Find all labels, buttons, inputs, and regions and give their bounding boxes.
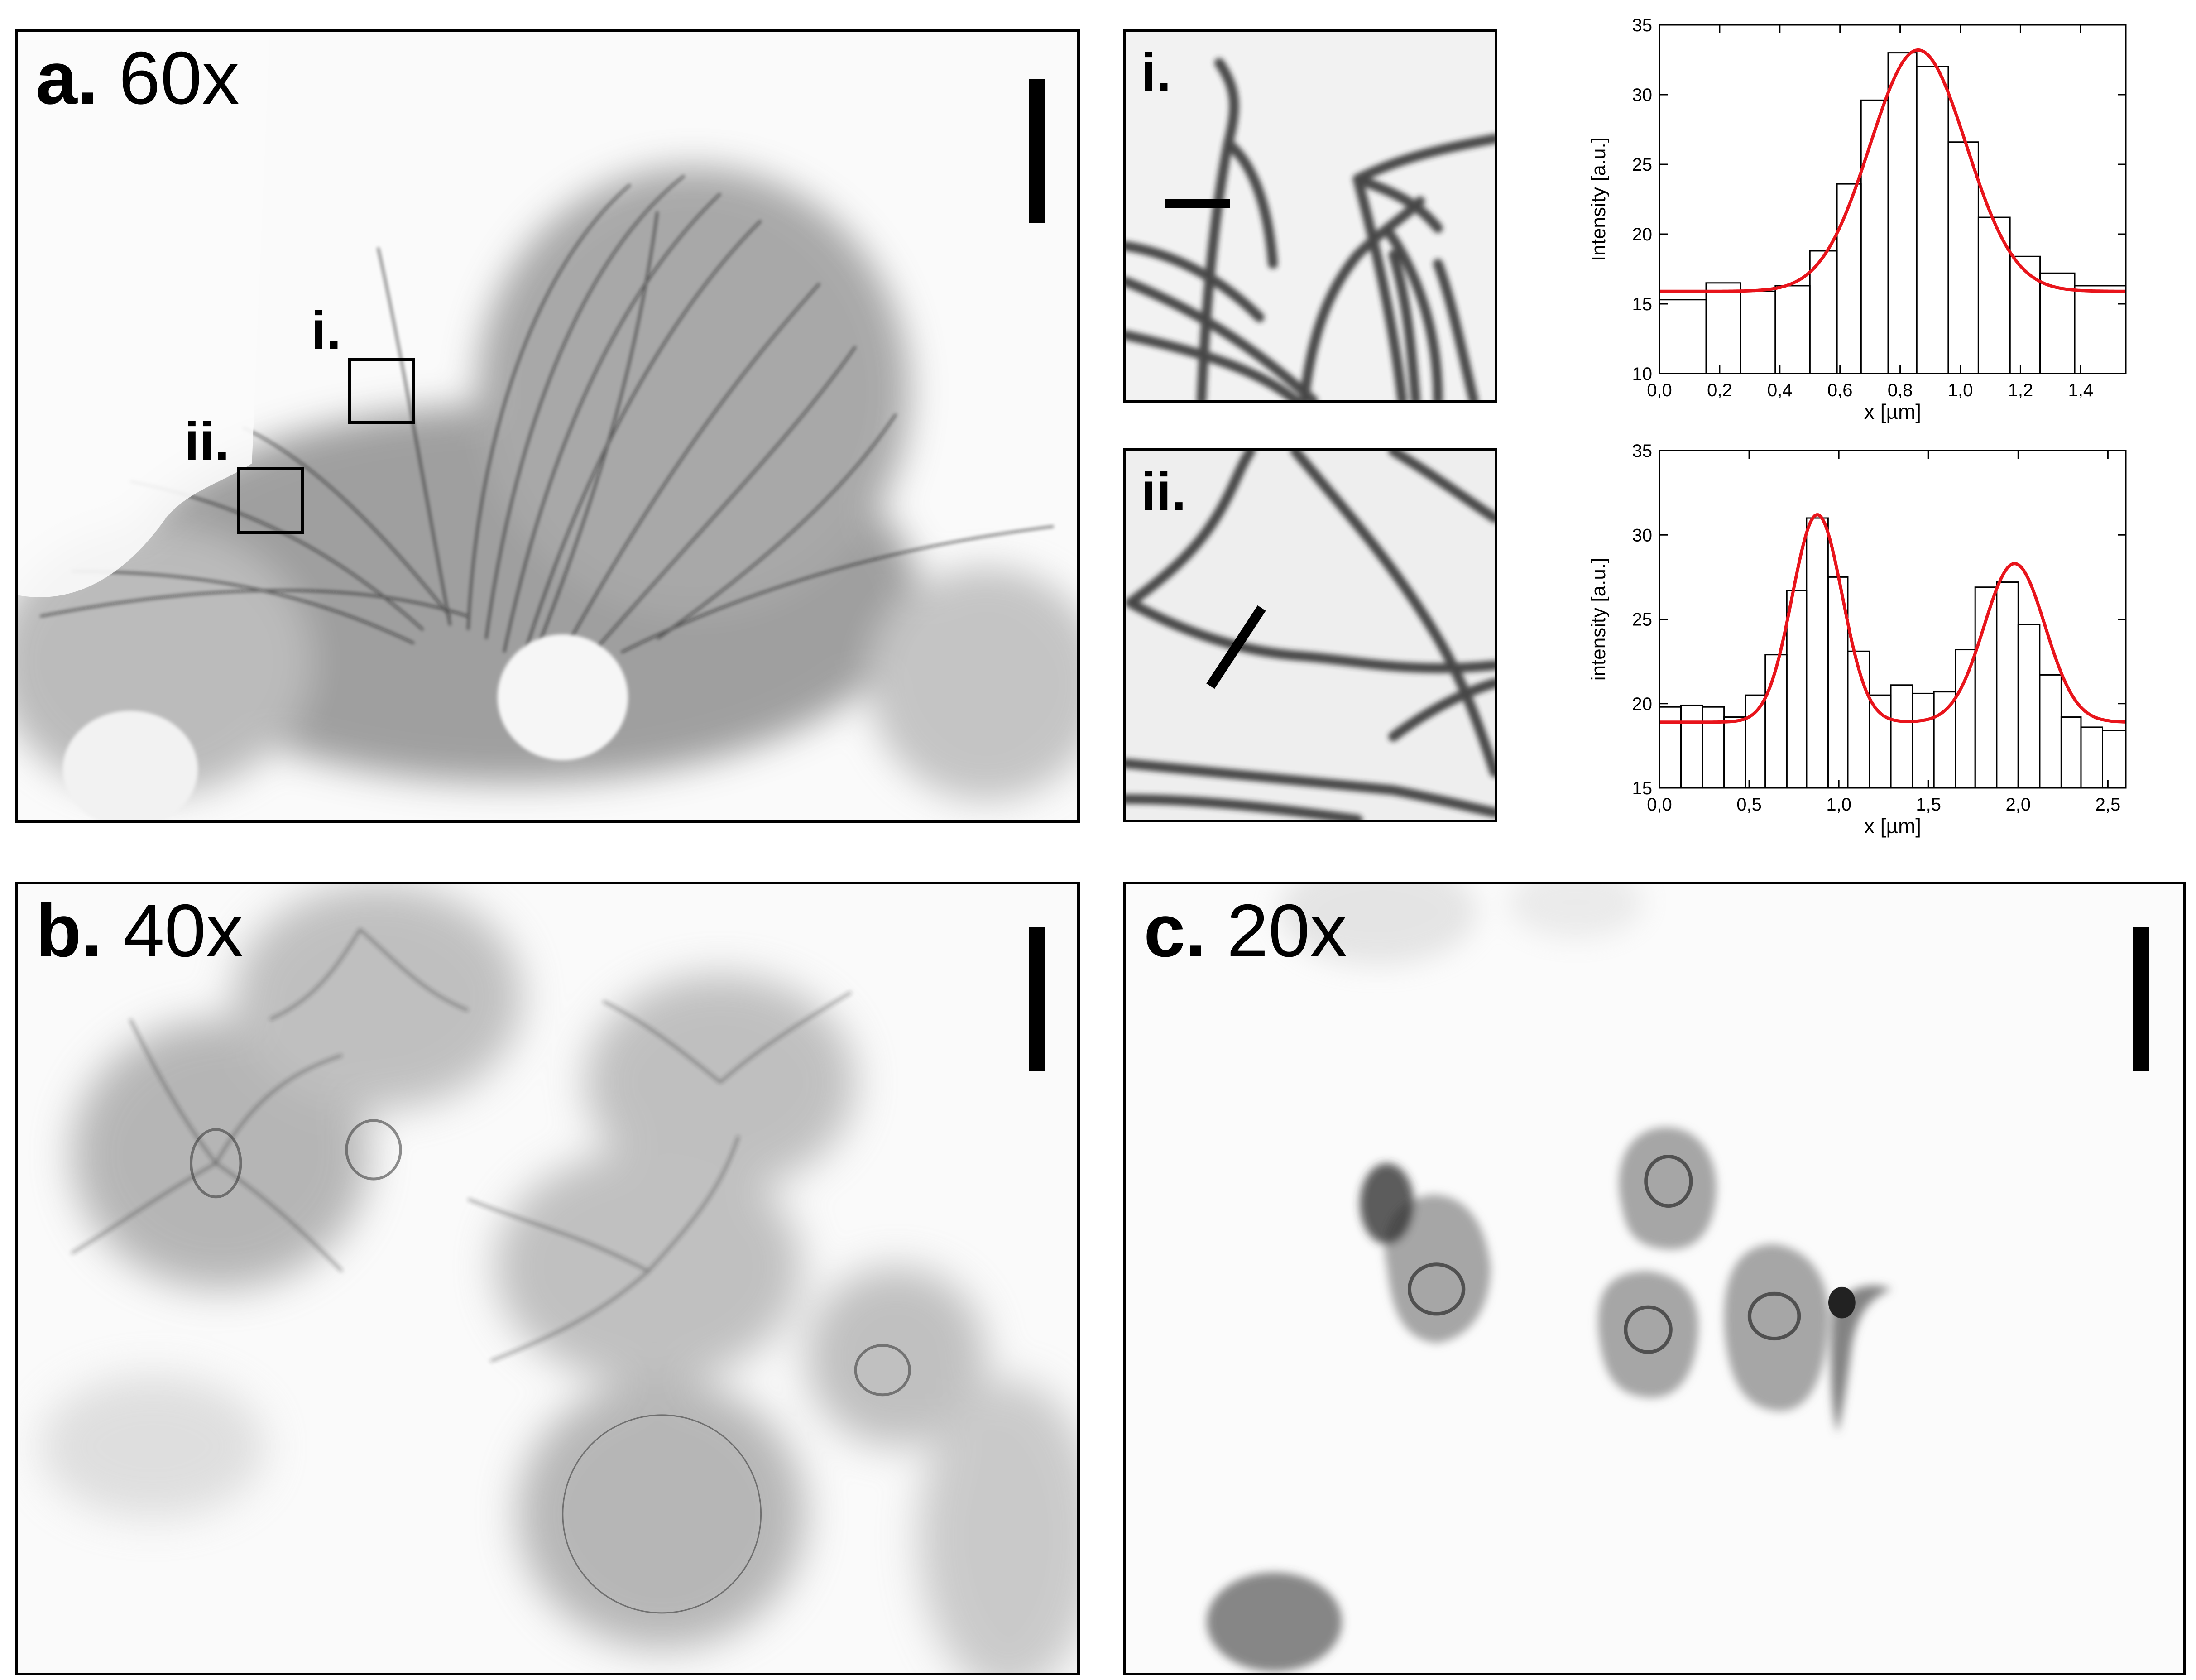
histogram-bar <box>2039 674 2062 789</box>
y-tick-label: 20 <box>1632 694 1653 714</box>
x-tick-label: 1,0 <box>1826 795 1851 815</box>
gaussian-fit-line <box>1659 513 2126 724</box>
x-tick-label: 0,6 <box>1827 380 1853 400</box>
roi-box-ii <box>237 467 304 534</box>
panel-a-image <box>18 32 1077 820</box>
histogram-bar <box>1806 517 1829 789</box>
panel-a-micrograph: a. 60x i. ii. <box>15 29 1080 823</box>
intensity-profile-chart-ii: 15 20 25 30 35 0,0 0,5 1,0 1,5 2,0 2,5 x [µm] intens… <box>1587 444 2127 838</box>
histogram-bar <box>1705 282 1741 374</box>
panel-b-magnification: 40x <box>123 889 244 972</box>
inset-i-image <box>1126 32 1495 400</box>
y-tick-label: 15 <box>1632 294 1653 314</box>
y-tick-label: 10 <box>1632 364 1653 384</box>
panel-a-scale-bar <box>1029 79 1045 223</box>
inset-i-label: i. <box>1141 42 1171 103</box>
histogram-bar <box>1774 285 1811 374</box>
histogram-bar <box>1680 704 1703 789</box>
panel-c-letter: c. <box>1144 889 1206 972</box>
histogram-bar <box>1996 581 2019 789</box>
x-tick-label: 0,8 <box>1888 380 1913 400</box>
panel-b-scale-bar <box>1029 927 1045 1071</box>
x-tick-label: 1,5 <box>1916 795 1941 815</box>
panel-b-label: b. 40x <box>36 893 244 968</box>
histogram-bar <box>1955 649 1976 789</box>
y-tick-label: 30 <box>1632 525 1653 545</box>
x-tick-label: 1,4 <box>2068 380 2094 400</box>
y-tick-label: 35 <box>1632 15 1653 35</box>
histogram-bar <box>1723 716 1746 789</box>
histogram-bar <box>1912 692 1935 789</box>
histogram-bar <box>1659 706 1682 789</box>
histogram-bar <box>2074 285 2127 374</box>
y-tick-label: 25 <box>1632 610 1653 630</box>
y-axis-label: Intensity [a.u.] <box>1587 137 1610 261</box>
x-tick-label: 0,5 <box>1736 795 1762 815</box>
histogram-bar <box>2009 255 2041 374</box>
y-tick-label: 35 <box>1632 444 1653 461</box>
panel-a-magnification: 60x <box>119 36 240 120</box>
histogram-bar <box>1836 183 1862 374</box>
y-tick-label: 25 <box>1632 155 1653 175</box>
x-tick-label: 0,0 <box>1647 795 1672 815</box>
panel-a-letter: a. <box>36 36 98 120</box>
x-axis-label: x [µm] <box>1864 400 1921 423</box>
histogram-bar <box>2102 730 2127 789</box>
x-tick-label: 0,0 <box>1647 380 1672 400</box>
plot-frame <box>1659 450 2127 789</box>
gaussian-fit-line <box>1659 48 2126 293</box>
x-tick-label: 0,2 <box>1707 380 1732 400</box>
x-tick-label: 1,2 <box>2008 380 2033 400</box>
plot-frame <box>1659 24 2127 374</box>
inset-ii-micrograph: ii. <box>1123 448 1497 822</box>
histogram-bar <box>1745 694 1766 789</box>
histogram-bar <box>1860 99 1889 374</box>
panel-a-label: a. 60x <box>36 41 239 115</box>
y-axis-label: intensity [a.u.] <box>1587 558 1610 681</box>
histogram-bar <box>1933 691 1956 789</box>
y-tick-label: 30 <box>1632 85 1653 105</box>
histogram-bar <box>1869 694 1892 789</box>
inset-i-scale-bar <box>1165 199 1230 208</box>
panel-c-label: c. 20x <box>1144 893 1347 968</box>
histogram-bar <box>1740 290 1776 374</box>
histogram-bar <box>2017 624 2041 789</box>
histogram-bar <box>1916 66 1949 374</box>
histogram-bar <box>1947 141 1979 374</box>
inset-ii-line-profile <box>1206 605 1266 689</box>
panel-c-magnification: 20x <box>1227 889 1347 972</box>
x-tick-label: 2,5 <box>2095 795 2121 815</box>
histogram-bar <box>2080 726 2104 789</box>
x-tick-label: 0,4 <box>1767 380 1793 400</box>
y-tick-label: 20 <box>1632 225 1653 245</box>
inset-ii-image <box>1126 451 1495 820</box>
histogram-bar <box>1702 706 1725 789</box>
panel-b-image <box>18 884 1077 1673</box>
histogram-bar <box>1977 216 2011 374</box>
histogram-bar <box>2060 716 2082 789</box>
panel-c-image <box>1126 884 2183 1673</box>
panel-b-letter: b. <box>36 889 102 972</box>
histogram-bar <box>1786 590 1808 789</box>
histogram-bar <box>1890 684 1913 789</box>
histogram-bar <box>1887 52 1918 374</box>
panel-b-micrograph: b. 40x <box>15 882 1080 1675</box>
y-tick-label: 15 <box>1632 778 1653 798</box>
x-tick-label: 2,0 <box>2006 795 2031 815</box>
intensity-profile-chart-i: 10 15 20 25 30 35 0,0 0,2 0,4 0,6 0,8 1,0 1,2 1,4 x [µ… <box>1587 15 2127 423</box>
roi-box-i <box>348 358 415 424</box>
histogram-bar <box>1764 654 1788 789</box>
x-axis-label: x [µm] <box>1864 814 1921 838</box>
roi-label-i: i. <box>311 300 341 361</box>
panel-c-micrograph: c. 20x <box>1123 882 2186 1675</box>
histogram-bar <box>1659 299 1707 374</box>
panel-c-scale-bar <box>2133 927 2149 1071</box>
roi-label-ii: ii. <box>184 411 230 472</box>
x-tick-label: 1,0 <box>1948 380 1973 400</box>
inset-ii-label: ii. <box>1141 461 1187 522</box>
inset-i-micrograph: i. <box>1123 29 1497 403</box>
